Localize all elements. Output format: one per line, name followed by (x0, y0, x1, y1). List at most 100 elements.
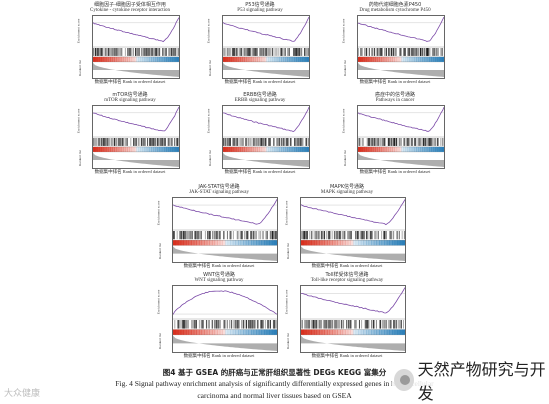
rank-heat-cell (232, 329, 236, 335)
rank-heat-cell (97, 146, 100, 152)
rank-heat-cell (405, 56, 408, 62)
y-label-ranked-list: Ranked list (285, 333, 290, 349)
rank-heat-cell (433, 56, 436, 62)
rank-heat-cell (199, 240, 203, 246)
rank-heat-cell (253, 329, 257, 335)
rank-heat-cell (191, 240, 195, 246)
rank-heat-cell (283, 146, 286, 152)
rank-heat-cell (248, 329, 252, 335)
rank-heat-cell (386, 240, 390, 246)
enrichment-plot (300, 285, 406, 353)
rank-heat-cell (377, 56, 380, 62)
rank-heat-cell (172, 56, 176, 62)
rank-heat-cell (250, 146, 254, 152)
rank-heat-cell (274, 329, 277, 335)
rank-heat-cell (329, 329, 333, 335)
rank-heat-cell (243, 240, 247, 246)
rank-heat-cell (360, 146, 363, 152)
rank-heat-cell (125, 146, 128, 152)
rank-heat-cell (95, 146, 98, 152)
rank-heat-cell (142, 56, 146, 62)
rank-heat-cell (441, 56, 444, 62)
rank-heat-cell (269, 240, 273, 246)
rank-heat-cell (308, 329, 312, 335)
rank-heat-cell (340, 329, 344, 335)
rank-heat-cell (368, 56, 372, 62)
x-axis-label: 数据集中排名 Rank in ordered dataset (311, 263, 383, 268)
rank-heat-cell (394, 56, 398, 62)
rank-heat-cell (146, 146, 150, 152)
rank-heat-cell (127, 56, 130, 62)
gsea-panel: ERBB信号通路 ERBB signaling pathway Enrichment… (206, 92, 310, 176)
rank-heat-cell (271, 240, 275, 246)
rank-heat-cell (272, 146, 276, 152)
rank-heat-cell (127, 146, 130, 152)
rank-heat-cell (259, 146, 263, 152)
rank-heat-cell (306, 329, 310, 335)
panel-title-en: Toll-like receptor signaling pathway (310, 278, 384, 283)
rank-heat-cell (157, 146, 161, 152)
rank-heat-cell (243, 329, 247, 335)
rank-heat-cell (306, 56, 309, 62)
rank-heat-cell (270, 56, 273, 62)
rank-heat-cell (148, 56, 152, 62)
rank-heat-cell (376, 240, 380, 246)
rank-heat-cell (233, 56, 237, 62)
rank-heat-cell (407, 56, 411, 62)
gsea-svg (301, 287, 405, 351)
rank-heat-cell (353, 329, 357, 335)
rank-heat-cell (271, 329, 275, 335)
rank-heat-cell (238, 329, 242, 335)
rank-heat-cell (166, 146, 169, 152)
rank-heat-cell (125, 56, 128, 62)
enrichment-plot (222, 105, 310, 169)
rank-heat-cell (155, 56, 158, 62)
y-label-enrichment: Enrichment score (156, 289, 161, 315)
rank-heat-cell (188, 329, 192, 335)
rank-heat-cell (257, 56, 260, 62)
rank-heat-cell (311, 240, 315, 246)
rank-heat-cell (394, 240, 398, 246)
rank-heat-cell (253, 240, 257, 246)
rank-heat-cell (173, 240, 177, 246)
rank-heat-cell (116, 56, 120, 62)
rank-heat-cell (363, 329, 367, 335)
rank-heat-cell (398, 56, 402, 62)
panel-title-en: JAK-STAT signaling pathway (188, 190, 250, 195)
rank-heat-cell (381, 146, 385, 152)
rank-heat-cell (193, 329, 197, 335)
rank-heat-cell (259, 56, 263, 62)
rank-heat-cell (261, 329, 265, 335)
rank-heat-cell (388, 146, 391, 152)
rank-heat-cell (314, 240, 318, 246)
rank-heat-cell (366, 56, 370, 62)
rank-heat-cell (355, 240, 359, 246)
y-label-enrichment: Enrichment score (284, 201, 289, 226)
rank-heat-cell (397, 329, 401, 335)
rank-heat-cell (337, 329, 341, 335)
gsea-panel: MAPK信号通路 MAPK signaling pathway Enrichment… (284, 184, 406, 270)
rank-heat-cell (264, 240, 268, 246)
rank-heat-cell (402, 240, 405, 246)
enrichment-plot (357, 105, 445, 169)
rank-heat-cell (227, 329, 231, 335)
rank-heat-cell (340, 240, 344, 246)
rank-heat-cell (129, 146, 133, 152)
rank-heat-cell (366, 146, 370, 152)
rank-heat-cell (424, 56, 428, 62)
rank-heat-cell (214, 240, 218, 246)
y-label-ranked-list: Ranked list (342, 59, 347, 76)
rank-heat-cell (383, 56, 387, 62)
y-label-enrichment: Enrichment score (341, 18, 346, 44)
rank-heat-cell (240, 240, 244, 246)
rank-heat-cell (93, 56, 96, 62)
rank-heat-cell (242, 146, 245, 152)
rank-heat-cell (314, 329, 318, 335)
rank-heat-cell (405, 146, 408, 152)
rank-heat-cell (302, 146, 306, 152)
rank-heat-cell (401, 56, 404, 62)
rank-heat-cell (235, 56, 239, 62)
rank-heat-cell (180, 240, 184, 246)
rank-heat-cell (110, 56, 113, 62)
rank-heat-cell (366, 329, 370, 335)
